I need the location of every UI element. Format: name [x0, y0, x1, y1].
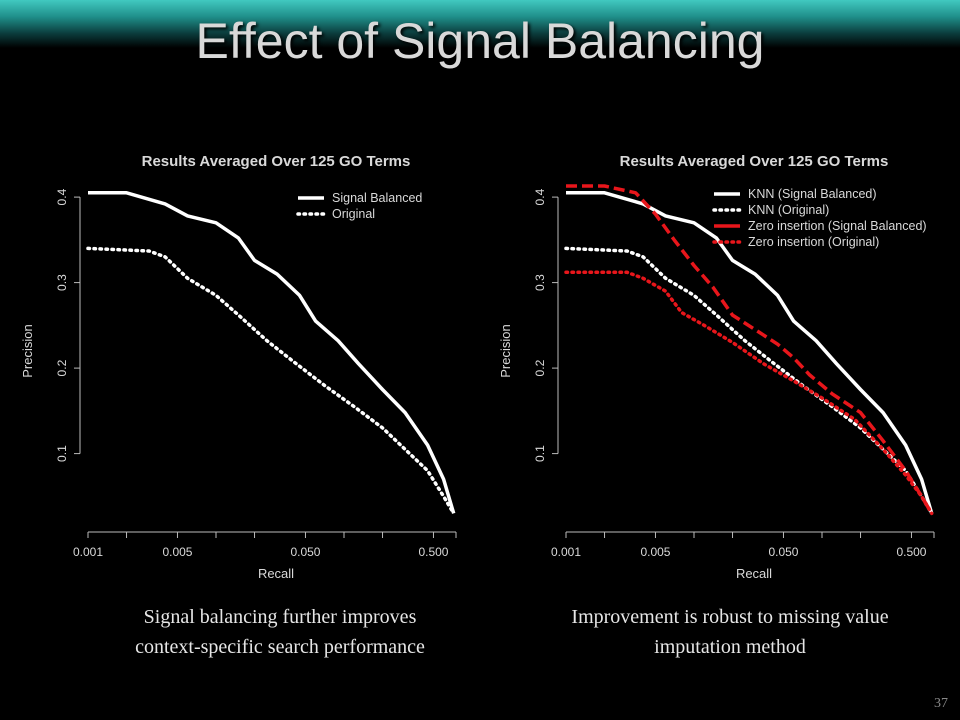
- chart-left: Results Averaged Over 125 GO Terms 0.1 0.2…: [20, 153, 457, 581]
- chart-0-y-axis-label: Precision: [20, 324, 35, 377]
- chart-1-y-axis-label: Precision: [498, 324, 513, 377]
- chart-1-x-tick-label: 0.001: [551, 545, 581, 559]
- chart-1-y-tick-label: 0.4: [533, 188, 547, 205]
- chart-1-series-2: [566, 184, 934, 515]
- page-number: 37: [934, 696, 948, 711]
- title-banner: [0, 0, 960, 48]
- chart-0-legend-label: Signal Balanced: [332, 191, 422, 205]
- chart-1-x-axis-label: Recall: [736, 566, 772, 581]
- chart-0-y-tick-label: 0.1: [55, 445, 69, 462]
- chart-1-series-1: [564, 246, 934, 516]
- chart-1-legend-label: Zero insertion (Original): [748, 235, 879, 249]
- chart-0-x-tick-label: 0.050: [290, 545, 320, 559]
- caption-left-line-1: Signal balancing further improves: [143, 606, 417, 628]
- caption-right-line-2: imputation method: [654, 636, 806, 658]
- chart-0-series-1: [86, 246, 456, 516]
- chart-0-x-axis-label: Recall: [258, 566, 294, 581]
- chart-1-title: Results Averaged Over 125 GO Terms: [620, 153, 889, 170]
- chart-1-legend-label: KNN (Signal Balanced): [748, 187, 877, 201]
- chart-1-y-tick-label: 0.2: [533, 359, 547, 376]
- chart-1-x-tick-label: 0.005: [640, 545, 670, 559]
- chart-0-x-tick-label: 0.500: [418, 545, 448, 559]
- chart-0-legend-label: Original: [332, 207, 375, 221]
- chart-1-legend-label: KNN (Original): [748, 203, 829, 217]
- chart-1-y-tick-label: 0.1: [533, 445, 547, 462]
- chart-1-x-tick-label: 0.050: [768, 545, 798, 559]
- chart-1-legend-label: Zero insertion (Signal Balanced): [748, 219, 927, 233]
- chart-1-series-3: [564, 270, 934, 516]
- caption-left: Signal balancing further improves contex…: [70, 602, 490, 662]
- caption-left-line-2: context-specific search performance: [135, 636, 425, 658]
- chart-0-y-tick-label: 0.3: [55, 274, 69, 291]
- chart-1-series-0: [566, 191, 934, 514]
- chart-0-x-tick-label: 0.005: [162, 545, 192, 559]
- chart-1-x-tick-label: 0.500: [896, 545, 926, 559]
- chart-0-x-tick-label: 0.001: [73, 545, 103, 559]
- slide-title: Effect of Signal Balancing: [195, 13, 765, 69]
- chart-0-y-tick-label: 0.2: [55, 359, 69, 376]
- chart-1-y-tick-label: 0.3: [533, 274, 547, 291]
- caption-right-line-1: Improvement is robust to missing value: [571, 606, 889, 628]
- caption-right: Improvement is robust to missing value i…: [520, 602, 940, 662]
- chart-0-series-0: [88, 191, 456, 514]
- chart-right: Results Averaged Over 125 GO Terms 0.1 0.2…: [498, 153, 935, 581]
- chart-0-title: Results Averaged Over 125 GO Terms: [142, 153, 411, 170]
- chart-0-y-tick-label: 0.4: [55, 188, 69, 205]
